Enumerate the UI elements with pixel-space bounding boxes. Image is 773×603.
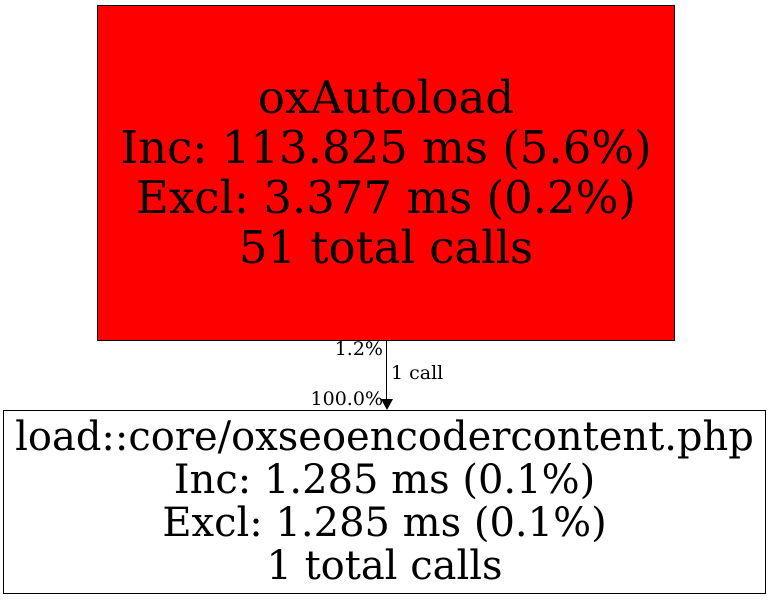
edge-label-cost-percent: 1.2% [334, 338, 383, 360]
node-total-calls: 1 total calls [266, 543, 503, 589]
node-total-calls: 51 total calls [238, 221, 534, 274]
arrowhead-icon [381, 399, 393, 410]
node-exclusive-time: Excl: 3.377 ms (0.2%) [136, 171, 636, 224]
node-load-core-oxseoencodercontent-php: load::core/oxseoencodercontent.php Inc: … [3, 410, 766, 594]
edge-label-share-percent: 100.0% [310, 388, 383, 410]
edge-line [386, 341, 387, 401]
node-exclusive-time: Excl: 1.285 ms (0.1%) [162, 500, 607, 546]
edge-label-call-count: 1 call [391, 362, 444, 384]
node-inclusive-time: Inc: 113.825 ms (5.6%) [120, 121, 652, 174]
node-oxautoload: oxAutoload Inc: 113.825 ms (5.6%) Excl: … [97, 5, 675, 341]
node-inclusive-time: Inc: 1.285 ms (0.1%) [173, 457, 596, 503]
node-function-name: oxAutoload [257, 71, 515, 124]
node-function-name: load::core/oxseoencodercontent.php [15, 414, 754, 460]
